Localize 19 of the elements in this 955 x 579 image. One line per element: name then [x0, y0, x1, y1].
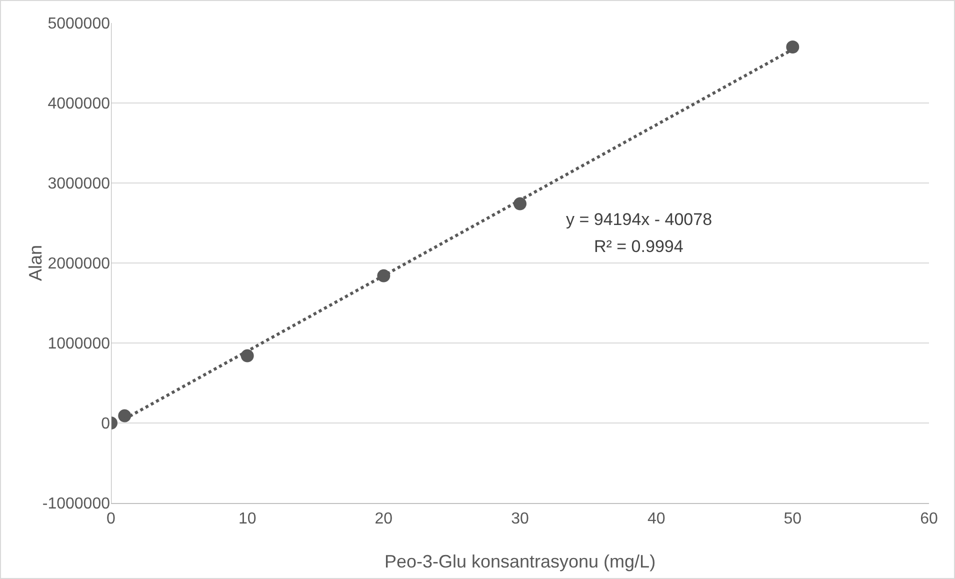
x-axis-title: Peo-3-Glu konsantrasyonu (mg/L)	[384, 551, 656, 572]
x-tick-label: 20	[374, 510, 393, 528]
y-tick-label: 3000000	[48, 176, 110, 193]
x-tick-label: 60	[920, 510, 938, 528]
y-tick-label: -1000000	[42, 496, 110, 513]
x-tick-label: 10	[238, 510, 256, 528]
annotation: y = 94194x - 40078	[566, 210, 712, 229]
x-tick-label: 40	[647, 510, 666, 528]
y-tick-label: 4000000	[48, 96, 110, 113]
x-tick-label: 50	[784, 510, 802, 528]
annotation: R² = 0.9994	[594, 237, 684, 256]
y-axis-title: Alan	[26, 244, 46, 282]
y-tick-label: 1000000	[48, 336, 110, 353]
y-tick-label: 2000000	[48, 256, 110, 273]
y-tick-label: 5000000	[48, 16, 110, 33]
point	[118, 409, 132, 422]
point	[786, 40, 800, 54]
y-tick-label: 0	[101, 416, 110, 433]
x-tick-label: 30	[511, 510, 529, 528]
